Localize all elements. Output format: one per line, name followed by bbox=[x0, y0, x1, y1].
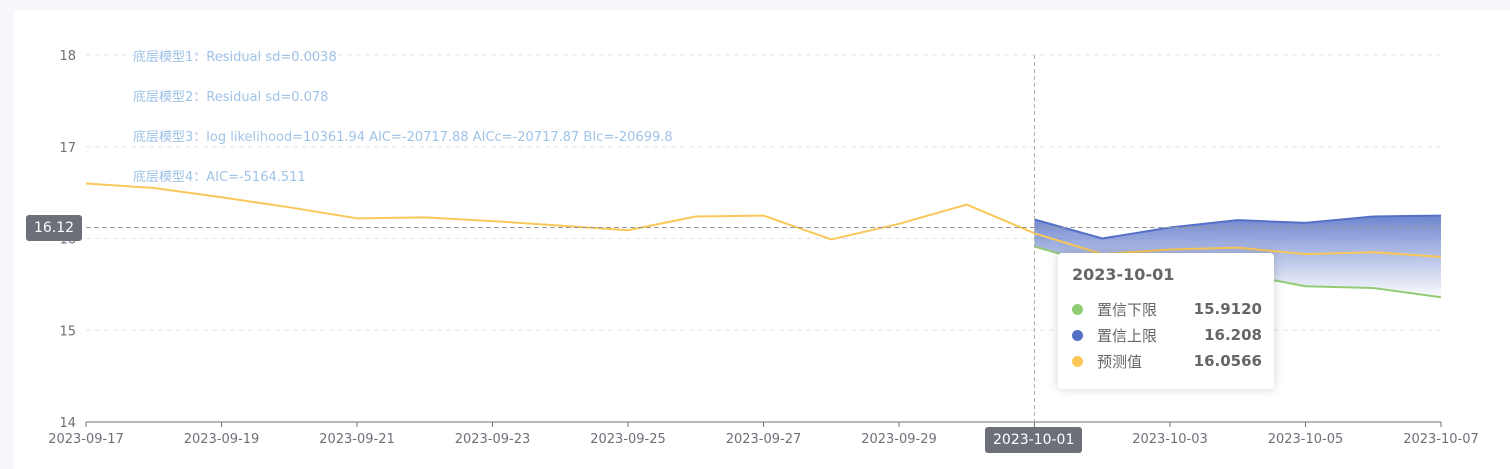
y-tick-label: 17 bbox=[59, 141, 76, 156]
model-annotation-3: 底层模型3：log likelihood=10361.94 AIC=-20717… bbox=[133, 129, 673, 145]
model-annotation-2: 底层模型2：Residual sd=0.078 bbox=[133, 89, 328, 105]
tooltip-series-dot bbox=[1072, 303, 1083, 315]
x-tick-label: 2023-10-05 bbox=[1268, 432, 1344, 447]
x-tick-label: 2023-09-29 bbox=[861, 432, 937, 447]
model-annotations: 底层模型1：Residual sd=0.0038 底层模型2：Residual … bbox=[133, 49, 673, 185]
tooltip-series-value: 16.208 bbox=[1204, 326, 1262, 344]
model-annotation-1: 底层模型1：Residual sd=0.0038 bbox=[133, 49, 337, 65]
y-tick-label: 14 bbox=[59, 416, 76, 431]
tooltip-title: 2023-10-01 bbox=[1072, 265, 1175, 284]
tooltip-row-upper: 置信上限 16.208 bbox=[1072, 322, 1262, 348]
x-tick-label: 2023-09-25 bbox=[590, 432, 666, 447]
x-tick-label: 2023-10-07 bbox=[1403, 432, 1479, 447]
tooltip-series-value: 15.9120 bbox=[1193, 300, 1262, 318]
x-tick-label: 2023-09-17 bbox=[48, 432, 124, 447]
tooltip-series-value: 16.0566 bbox=[1193, 352, 1262, 370]
x-axis-pointer-label: 2023-10-01 bbox=[985, 427, 1083, 453]
y-axis-pointer-label: 16.12 bbox=[26, 215, 83, 241]
x-tick-label: 2023-09-23 bbox=[455, 432, 531, 447]
tooltip-series-dot bbox=[1072, 355, 1083, 367]
tooltip: 2023-10-01 置信下限 15.9120 置信上限 16.208 预测值 … bbox=[1058, 253, 1274, 389]
series-line[interactable] bbox=[1034, 214, 1442, 240]
y-tick-label: 18 bbox=[59, 49, 76, 64]
x-axis: 2023-09-17 2023-09-19 2023-09-21 2023-09-23… bbox=[48, 421, 1479, 447]
x-tick-label: 2023-09-19 bbox=[184, 432, 260, 447]
tooltip-series-dot bbox=[1072, 329, 1083, 341]
tooltip-row-lower: 置信下限 15.9120 bbox=[1072, 296, 1262, 322]
tooltip-series-name: 置信上限 bbox=[1097, 326, 1158, 345]
x-tick-label: 2023-09-27 bbox=[726, 432, 802, 447]
model-annotation-4: 底层模型4：AIC=-5164.511 bbox=[133, 169, 306, 185]
x-tick-label: 2023-09-21 bbox=[319, 432, 395, 447]
y-tick-label: 15 bbox=[59, 324, 76, 339]
tooltip-series-name: 预测值 bbox=[1097, 352, 1143, 371]
x-tick-label: 2023-10-03 bbox=[1132, 432, 1208, 447]
tooltip-row-forecast: 预测值 16.0566 bbox=[1072, 348, 1262, 374]
series-line[interactable] bbox=[85, 182, 1442, 258]
axis-pointer bbox=[86, 55, 1441, 422]
tooltip-series-name: 置信下限 bbox=[1097, 300, 1158, 319]
